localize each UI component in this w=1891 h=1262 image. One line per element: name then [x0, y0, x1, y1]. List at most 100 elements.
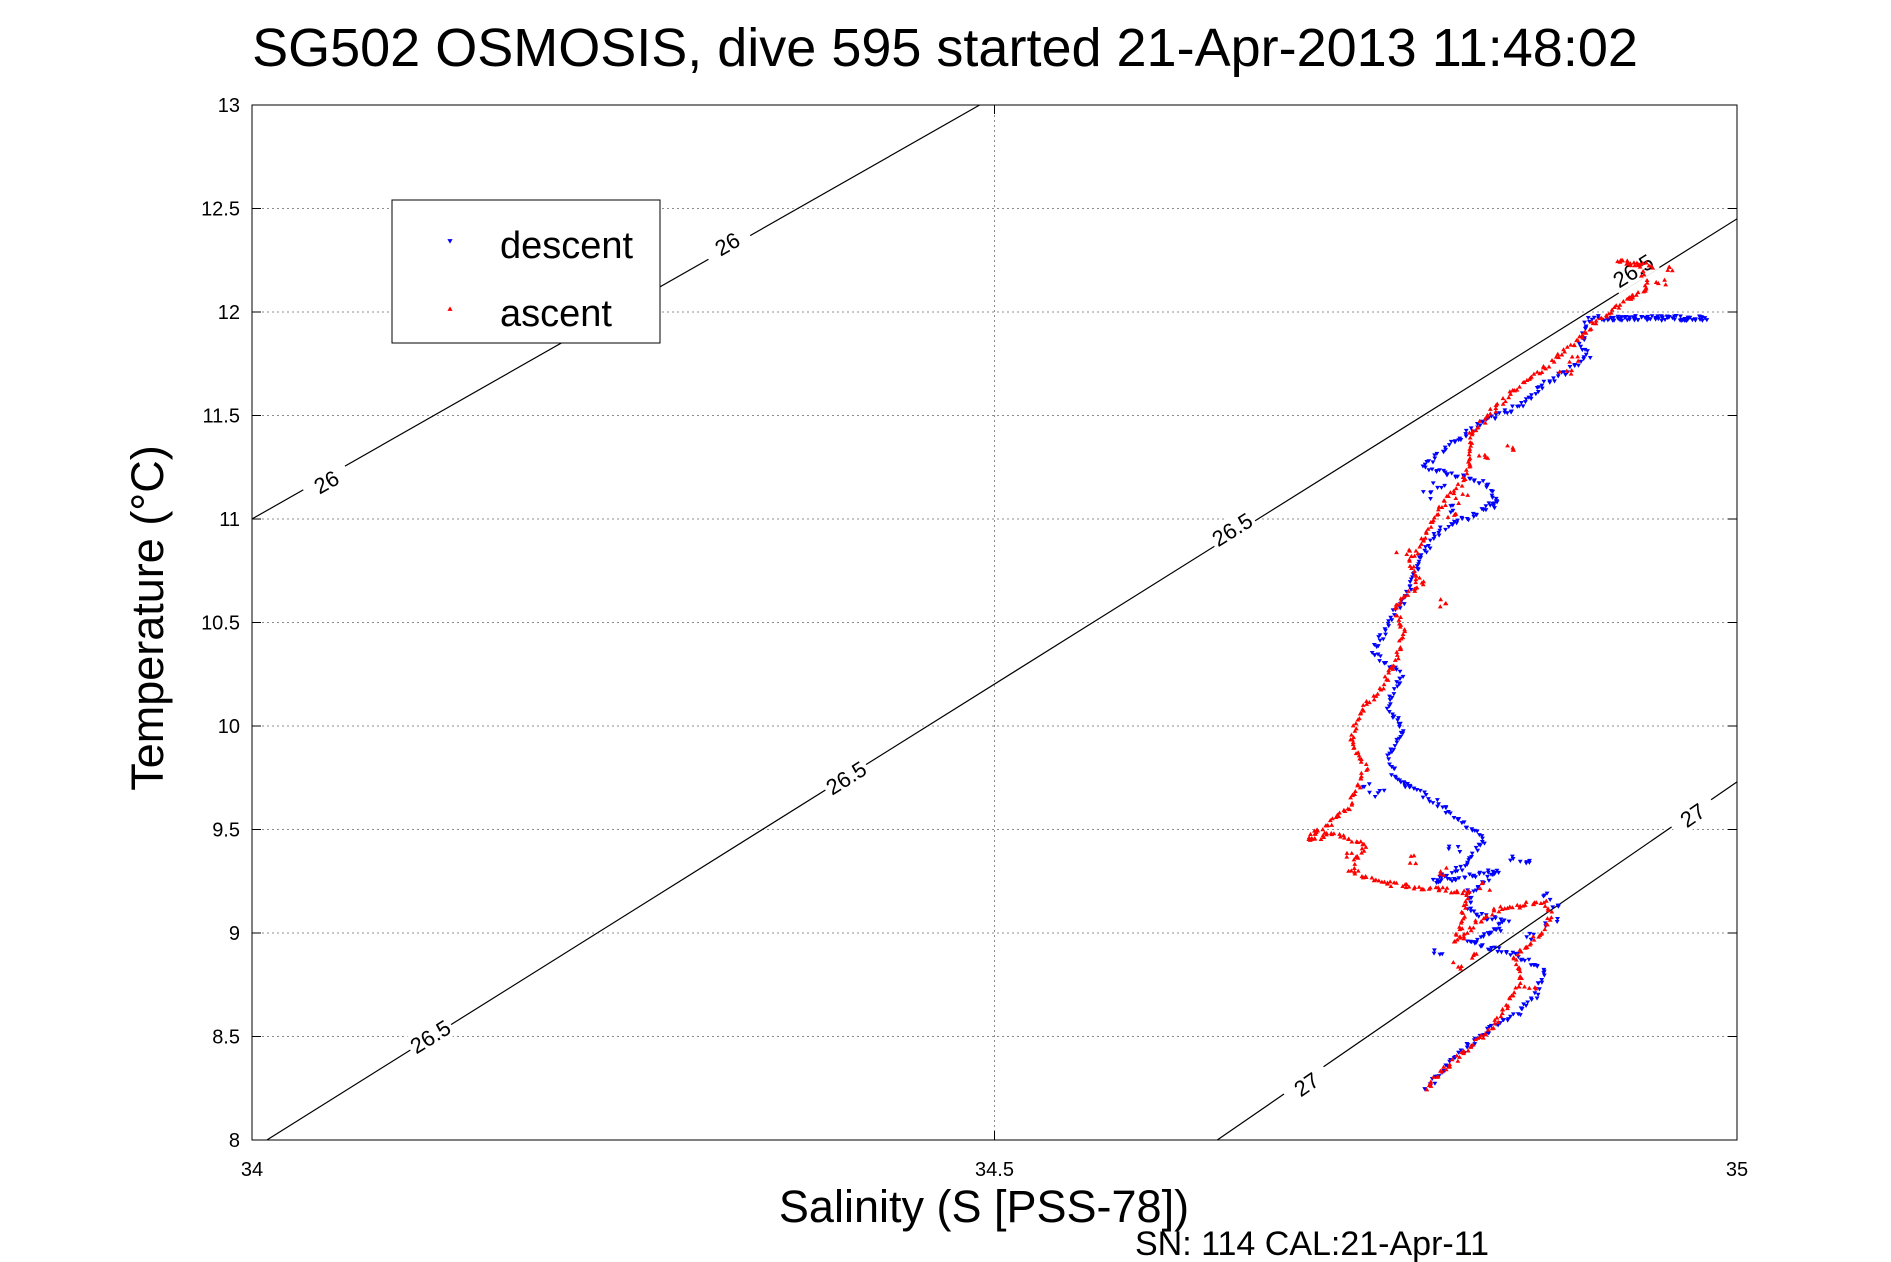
data-point-descent: [1486, 501, 1492, 506]
data-point-descent: [1381, 788, 1387, 793]
data-point-ascent: [1559, 352, 1565, 357]
data-point-descent: [1459, 515, 1465, 520]
data-point-descent: [1455, 518, 1460, 523]
data-point-ascent: [1398, 614, 1404, 619]
data-point-ascent: [1474, 951, 1479, 956]
data-point-ascent: [1358, 710, 1364, 715]
data-point-ascent: [1461, 931, 1467, 936]
data-point-ascent: [1412, 553, 1417, 558]
data-point-descent: [1475, 937, 1480, 942]
data-point-ascent: [1624, 258, 1630, 263]
data-point-ascent: [1358, 839, 1364, 844]
data-point-descent: [1474, 513, 1480, 518]
data-point-ascent: [1427, 1080, 1433, 1085]
y-axis-ticks: 8 8.5 9 9.5 10 10.5 11 11.5 12 12.5 13: [201, 95, 1737, 1152]
data-point-descent: [1394, 740, 1400, 745]
data-point-ascent: [1440, 885, 1446, 890]
data-point-ascent: [1417, 544, 1423, 549]
data-point-ascent: [1329, 822, 1335, 827]
data-point-ascent: [1482, 452, 1488, 457]
data-point-descent: [1396, 736, 1402, 741]
data-point-ascent: [1662, 277, 1667, 282]
data-point-descent: [1537, 987, 1542, 992]
data-point-descent: [1480, 943, 1485, 948]
legend-marker-ascent-shape: [447, 306, 453, 311]
data-point-ascent: [1511, 447, 1517, 452]
data-point-descent: [1420, 795, 1426, 800]
data-point-descent: [1493, 928, 1499, 933]
data-point-ascent: [1451, 491, 1457, 496]
data-point-ascent: [1386, 670, 1392, 675]
data-point-ascent: [1549, 909, 1555, 914]
data-point-descent: [1622, 315, 1628, 320]
data-point-ascent: [1438, 1068, 1443, 1073]
data-point-ascent: [1360, 707, 1365, 712]
data-point-descent: [1487, 948, 1493, 953]
data-point-ascent: [1489, 912, 1495, 917]
data-point-ascent: [1467, 430, 1472, 435]
data-point-ascent: [1431, 1074, 1436, 1079]
data-point-descent: [1578, 344, 1584, 349]
data-point-descent: [1386, 710, 1392, 715]
data-point-ascent: [1357, 756, 1363, 761]
data-point-descent: [1495, 949, 1501, 954]
data-point-descent: [1453, 869, 1458, 874]
data-point-ascent: [1413, 548, 1419, 553]
data-point-descent: [1475, 422, 1480, 427]
legend-marker-descent: [447, 239, 453, 244]
data-point-descent: [1436, 533, 1442, 538]
data-point-descent: [1466, 858, 1472, 863]
data-point-descent: [1457, 850, 1463, 855]
data-point-ascent: [1463, 899, 1468, 904]
data-point-ascent: [1407, 860, 1413, 865]
data-point-descent: [1659, 314, 1664, 319]
data-point-descent: [1583, 324, 1589, 329]
data-point-ascent: [1394, 550, 1399, 555]
data-point-ascent: [1320, 827, 1326, 832]
data-point-ascent: [1426, 886, 1432, 891]
data-point-descent: [1476, 872, 1482, 877]
data-point-descent: [1544, 891, 1550, 896]
data-point-descent: [1396, 682, 1402, 687]
data-point-ascent: [1387, 879, 1393, 884]
data-point-ascent: [1453, 486, 1459, 491]
data-point-descent: [1523, 861, 1529, 866]
data-point-ascent: [1493, 409, 1499, 414]
data-point-descent: [1527, 931, 1533, 936]
data-point-ascent: [1523, 899, 1529, 904]
data-point-descent: [1485, 868, 1491, 873]
data-point-descent: [1476, 842, 1482, 847]
data-point-descent: [1526, 395, 1532, 400]
data-point-ascent: [1516, 984, 1522, 989]
data-point-ascent: [1643, 286, 1649, 291]
data-point-descent: [1585, 349, 1590, 354]
data-point-descent: [1462, 864, 1468, 869]
data-point-ascent: [1500, 401, 1506, 406]
data-point-ascent: [1419, 886, 1425, 891]
data-point-ascent: [1406, 557, 1412, 562]
data-point-descent: [1391, 692, 1397, 697]
data-point-descent: [1551, 376, 1556, 381]
data-point-descent: [1397, 676, 1403, 681]
data-point-ascent: [1386, 668, 1392, 673]
data-point-descent: [1449, 471, 1455, 476]
x-tick-label: 34: [241, 1159, 263, 1181]
data-point-descent: [1434, 878, 1440, 883]
data-point-ascent: [1539, 930, 1545, 935]
data-point-descent: [1473, 912, 1479, 917]
data-point-descent: [1423, 545, 1428, 550]
data-point-ascent: [1467, 461, 1473, 466]
data-point-descent: [1429, 467, 1435, 472]
data-point-descent: [1492, 945, 1497, 950]
data-point-ascent: [1403, 885, 1409, 890]
data-point-ascent: [1314, 827, 1320, 832]
data-point-descent: [1486, 878, 1492, 883]
data-point-descent: [1490, 869, 1496, 874]
data-point-descent: [1436, 802, 1441, 807]
data-point-descent: [1449, 871, 1455, 876]
data-point-descent: [1451, 815, 1457, 821]
data-point-descent: [1528, 937, 1534, 942]
data-point-ascent: [1411, 853, 1417, 858]
data-point-ascent: [1477, 418, 1483, 423]
data-point-ascent: [1475, 424, 1481, 429]
